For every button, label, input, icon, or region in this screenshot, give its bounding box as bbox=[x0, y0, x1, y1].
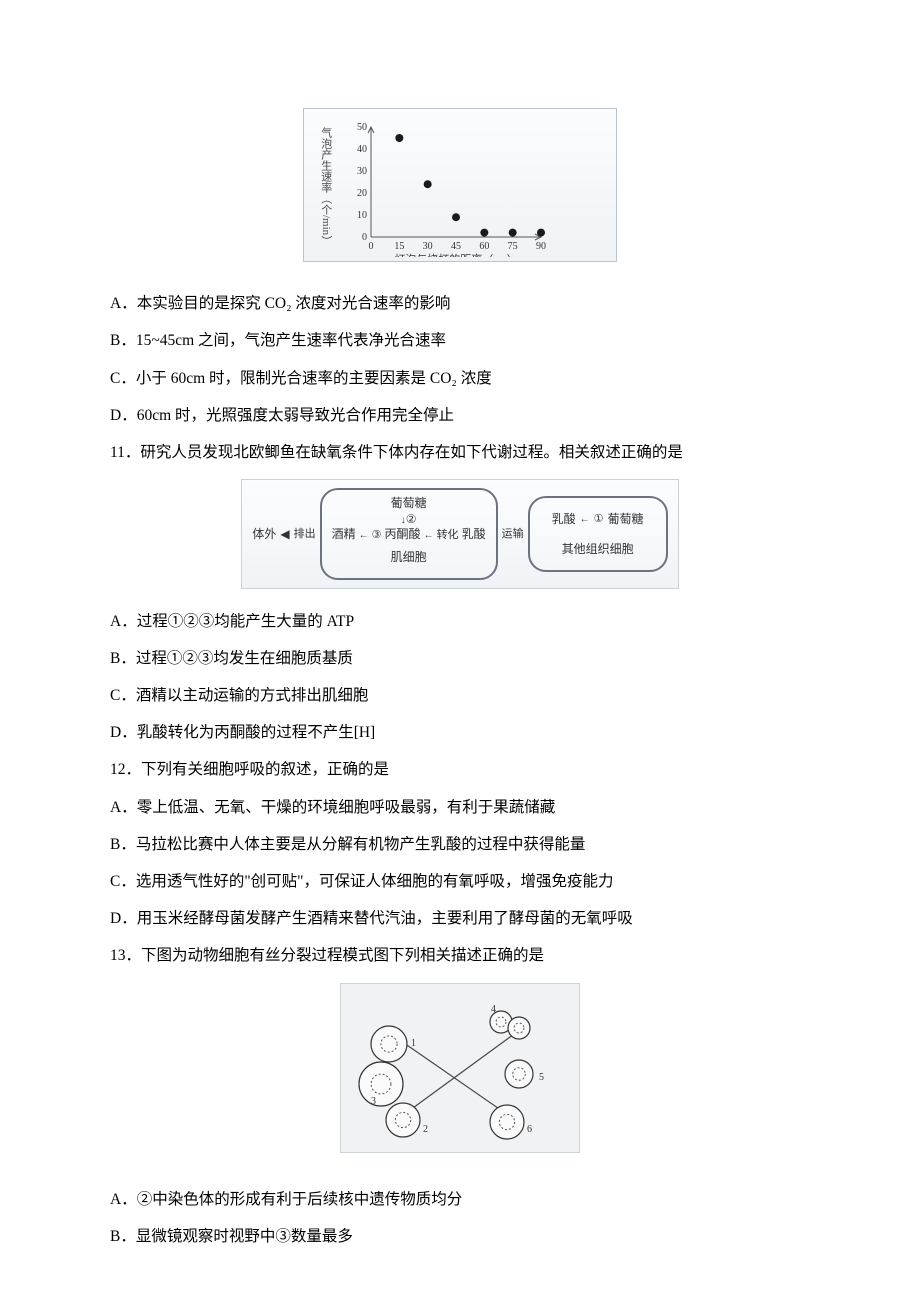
svg-text:45: 45 bbox=[451, 241, 461, 252]
q11-option-c: C．酒精以主动运输的方式排出肌细胞 bbox=[110, 677, 810, 714]
svg-text:30: 30 bbox=[422, 241, 432, 252]
label-glucose: 葡萄糖 bbox=[391, 496, 427, 510]
q10-option-d: D．60cm 时，光照强度太弱导致光合作用完全停止 bbox=[110, 397, 810, 434]
label-transport: 运输 bbox=[502, 521, 524, 547]
chart-ylabel: 气泡产生速率（个/min） bbox=[312, 117, 340, 257]
label-pyruvate: 丙酮酸 bbox=[385, 527, 421, 543]
svg-text:15: 15 bbox=[394, 241, 404, 252]
muscle-cell-box: 葡萄糖 ↓② 酒精 ←③ 丙酮酸 ←转化 乳酸 肌细胞 bbox=[320, 488, 498, 580]
q13-option-a: A．②中染色体的形成有利于后续核中遗传物质均分 bbox=[110, 1181, 810, 1218]
svg-text:40: 40 bbox=[357, 144, 367, 155]
svg-text:2: 2 bbox=[423, 1124, 428, 1135]
svg-text:5: 5 bbox=[539, 1072, 544, 1083]
svg-text:6: 6 bbox=[527, 1124, 532, 1135]
label-convert: 转化 bbox=[437, 528, 459, 542]
arrow-left-icon: ◀ bbox=[280, 520, 289, 549]
q10-option-a: A．本实验目的是探究 CO₂ 浓度对光合速率的影响 bbox=[110, 285, 810, 322]
svg-text:75: 75 bbox=[507, 241, 517, 252]
other-cell-box: 乳酸 ←① 葡萄糖 其他组织细胞 bbox=[528, 496, 668, 572]
label-alcohol: 酒精 bbox=[332, 527, 356, 543]
q12-stem: 12．下列有关细胞呼吸的叙述，正确的是 bbox=[110, 751, 810, 788]
label-step2: ② bbox=[406, 512, 417, 526]
q11-diagram: 体外 ◀ 排出 葡萄糖 ↓② 酒精 ←③ 丙酮酸 ←转化 乳酸 肌细胞 运输 bbox=[241, 479, 678, 589]
label-step3: ③ bbox=[372, 528, 382, 542]
scatter-plot: 0 10 20 30 40 50 0 15 30 45 60 75 90 灯泡与烧杯的距离（cm） bbox=[341, 117, 551, 257]
svg-text:3: 3 bbox=[371, 1096, 376, 1107]
svg-text:4: 4 bbox=[491, 1004, 496, 1015]
svg-text:灯泡与烧杯的距离（cm）: 灯泡与烧杯的距离（cm） bbox=[394, 252, 517, 257]
q11-diagram-wrap: 体外 ◀ 排出 葡萄糖 ↓② 酒精 ←③ 丙酮酸 ←转化 乳酸 肌细胞 运输 bbox=[110, 479, 810, 589]
q10-option-b: B．15~45cm 之间，气泡产生速率代表净光合速率 bbox=[110, 322, 810, 359]
q10-chart-wrap: 气泡产生速率（个/min） 0 10 20 30 40 50 0 15 30 45 60 75 90 灯泡… bbox=[110, 108, 810, 271]
svg-text:60: 60 bbox=[479, 241, 489, 252]
svg-text:50: 50 bbox=[357, 122, 367, 133]
q11-option-b: B．过程①②③均发生在细胞质基质 bbox=[110, 640, 810, 677]
q13-figure-wrap: 1 2 3 4 5 6 bbox=[110, 983, 810, 1167]
label-outside: 体外 bbox=[252, 520, 276, 549]
label-export: 排出 bbox=[294, 521, 316, 547]
muscle-cell-label: 肌细胞 bbox=[332, 543, 486, 572]
mitosis-diagram: 1 2 3 4 5 6 bbox=[340, 983, 580, 1153]
svg-text:1: 1 bbox=[411, 1038, 416, 1049]
q10-option-c: C．小于 60cm 时，限制光合速率的主要因素是 CO₂ 浓度 bbox=[110, 360, 810, 397]
svg-text:30: 30 bbox=[357, 166, 367, 177]
label-step1: ① bbox=[594, 512, 604, 526]
svg-text:0: 0 bbox=[368, 241, 373, 252]
q13-stem: 13．下图为动物细胞有丝分裂过程模式图下列相关描述正确的是 bbox=[110, 937, 810, 974]
q11-option-a: A．过程①②③均能产生大量的 ATP bbox=[110, 603, 810, 640]
other-cell-label: 其他组织细胞 bbox=[540, 535, 656, 564]
svg-text:20: 20 bbox=[357, 188, 367, 199]
svg-text:0: 0 bbox=[362, 232, 367, 243]
q12-option-d: D．用玉米经酵母菌发酵产生酒精来替代汽油，主要利用了酵母菌的无氧呼吸 bbox=[110, 900, 810, 937]
q11-option-d: D．乳酸转化为丙酮酸的过程不产生[H] bbox=[110, 714, 810, 751]
q13-option-b: B．显微镜观察时视野中③数量最多 bbox=[110, 1218, 810, 1255]
q12-option-c: C．选用透气性好的"创可贴"，可保证人体细胞的有氧呼吸，增强免疫能力 bbox=[110, 863, 810, 900]
q10-chart: 气泡产生速率（个/min） 0 10 20 30 40 50 0 15 30 45 60 75 90 灯泡… bbox=[303, 108, 616, 262]
label-glucose-r: 葡萄糖 bbox=[608, 512, 644, 528]
q12-option-a: A．零上低温、无氧、干燥的环境细胞呼吸最弱，有利于果蔬储藏 bbox=[110, 789, 810, 826]
svg-text:90: 90 bbox=[536, 241, 546, 252]
label-lactate-r: 乳酸 bbox=[552, 512, 576, 528]
label-lactate-l: 乳酸 bbox=[462, 527, 486, 543]
q12-option-b: B．马拉松比赛中人体主要是从分解有机物产生乳酸的过程中获得能量 bbox=[110, 826, 810, 863]
svg-text:10: 10 bbox=[357, 210, 367, 221]
q11-stem: 11．研究人员发现北欧鲫鱼在缺氧条件下体内存在如下代谢过程。相关叙述正确的是 bbox=[110, 434, 810, 471]
